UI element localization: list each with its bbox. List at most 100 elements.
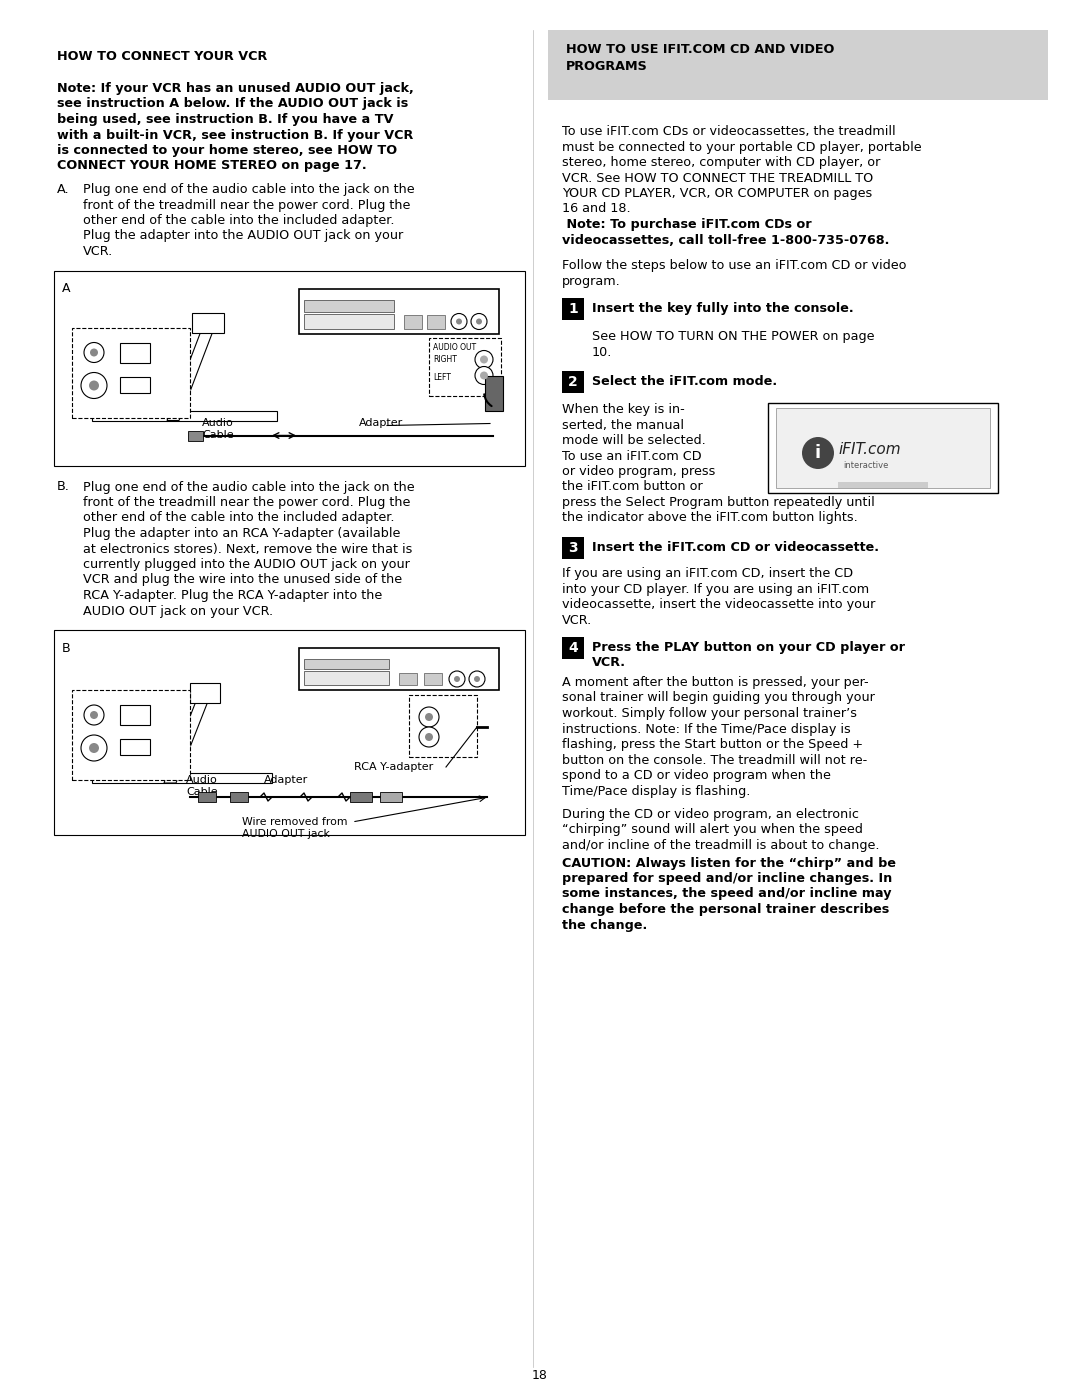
Text: flashing, press the Start button or the Speed +: flashing, press the Start button or the …	[562, 738, 863, 752]
Bar	[120, 705, 150, 725]
Text: 2: 2	[568, 374, 578, 388]
Text: the change.: the change.	[562, 918, 647, 932]
Text: other end of the cable into the included adapter.: other end of the cable into the included…	[83, 511, 394, 524]
Circle shape	[469, 671, 485, 687]
Text: sonal trainer will begin guiding you through your: sonal trainer will begin guiding you thr…	[562, 692, 875, 704]
Text: VCR.: VCR.	[83, 244, 113, 258]
Bar	[303, 671, 389, 685]
Text: Insert the key fully into the console.: Insert the key fully into the console.	[592, 302, 853, 314]
Bar	[777, 408, 990, 488]
Text: with a built-in VCR, see instruction B. If your VCR: with a built-in VCR, see instruction B. …	[57, 129, 414, 141]
Text: i: i	[815, 444, 821, 462]
Text: button on the console. The treadmill will not re-: button on the console. The treadmill wil…	[562, 753, 867, 767]
Polygon shape	[164, 692, 212, 782]
Text: A: A	[62, 282, 70, 296]
Text: videocassettes, call toll-free 1-800-735-0768.: videocassettes, call toll-free 1-800-735…	[562, 233, 889, 246]
Text: YOUR CD PLAYER, VCR, OR COMPUTER on pages: YOUR CD PLAYER, VCR, OR COMPUTER on page…	[562, 187, 873, 200]
Text: If you are using an iFIT.com CD, insert the CD: If you are using an iFIT.com CD, insert …	[562, 567, 853, 580]
Bar	[120, 739, 150, 754]
Text: Plug one end of the audio cable into the jack on the: Plug one end of the audio cable into the…	[83, 183, 415, 196]
Bar	[424, 673, 442, 685]
Text: front of the treadmill near the power cord. Plug the: front of the treadmill near the power co…	[83, 198, 410, 211]
Bar	[192, 313, 224, 332]
Text: or video program, press: or video program, press	[562, 465, 715, 478]
Text: 3: 3	[568, 541, 578, 555]
Bar	[92, 411, 276, 420]
Text: Follow the steps below to use an iFIT.com CD or video: Follow the steps below to use an iFIT.co…	[562, 258, 906, 272]
Text: Select the iFIT.com mode.: Select the iFIT.com mode.	[592, 374, 778, 388]
Bar	[198, 792, 216, 802]
Circle shape	[81, 373, 107, 398]
Bar	[548, 29, 1048, 101]
Circle shape	[90, 711, 98, 719]
Bar	[427, 314, 445, 328]
Text: RCA Y-adapter. Plug the RCA Y-adapter into the: RCA Y-adapter. Plug the RCA Y-adapter in…	[83, 590, 382, 602]
Text: Audio
Cable: Audio Cable	[186, 775, 218, 798]
Text: 4: 4	[568, 641, 578, 655]
Circle shape	[89, 743, 99, 753]
Text: press the Select Program button repeatedly until: press the Select Program button repeated…	[562, 496, 875, 509]
Bar	[120, 377, 150, 393]
Bar	[409, 694, 477, 757]
Bar	[72, 690, 190, 780]
Circle shape	[471, 313, 487, 330]
Text: LEFT: LEFT	[433, 373, 450, 381]
Text: the indicator above the iFIT.com button lights.: the indicator above the iFIT.com button …	[562, 511, 858, 524]
Text: VCR. See HOW TO CONNECT THE TREADMILL TO: VCR. See HOW TO CONNECT THE TREADMILL TO	[562, 172, 874, 184]
Text: VCR.: VCR.	[592, 657, 626, 669]
Bar	[562, 536, 584, 559]
Circle shape	[449, 671, 465, 687]
Text: 10.: 10.	[592, 345, 612, 359]
Text: interactive: interactive	[843, 461, 889, 469]
Circle shape	[426, 712, 433, 721]
Circle shape	[84, 342, 104, 362]
Text: front of the treadmill near the power cord. Plug the: front of the treadmill near the power co…	[83, 496, 410, 509]
Text: B: B	[62, 643, 70, 655]
Bar	[399, 673, 417, 685]
Text: Plug the adapter into the AUDIO OUT jack on your: Plug the adapter into the AUDIO OUT jack…	[83, 229, 403, 243]
Bar	[230, 792, 248, 802]
Text: Time/Pace display is flashing.: Time/Pace display is flashing.	[562, 785, 751, 798]
Text: at electronics stores). Next, remove the wire that is: at electronics stores). Next, remove the…	[83, 542, 413, 556]
Bar	[768, 402, 998, 493]
Circle shape	[475, 366, 492, 384]
Text: A.: A.	[57, 183, 69, 196]
Bar	[562, 298, 584, 320]
Text: spond to a CD or video program when the: spond to a CD or video program when the	[562, 768, 831, 782]
Circle shape	[474, 676, 480, 682]
Circle shape	[90, 348, 98, 356]
Circle shape	[480, 372, 488, 380]
Text: must be connected to your portable CD player, portable: must be connected to your portable CD pl…	[562, 141, 921, 154]
Circle shape	[81, 735, 107, 761]
Bar	[350, 792, 372, 802]
Text: Adapter: Adapter	[359, 418, 403, 427]
Circle shape	[419, 726, 438, 747]
Bar	[299, 289, 499, 334]
Text: To use an iFIT.com CD: To use an iFIT.com CD	[562, 450, 702, 462]
Text: mode will be selected.: mode will be selected.	[562, 434, 705, 447]
Text: B.: B.	[57, 481, 70, 493]
Bar	[190, 683, 220, 703]
Text: Plug one end of the audio cable into the jack on the: Plug one end of the audio cable into the…	[83, 481, 415, 493]
Text: Audio
Cable: Audio Cable	[202, 418, 233, 440]
Text: VCR.: VCR.	[562, 613, 592, 626]
Text: See HOW TO TURN ON THE POWER on page: See HOW TO TURN ON THE POWER on page	[592, 330, 875, 344]
Text: RIGHT: RIGHT	[433, 355, 457, 365]
Text: being used, see instruction B. If you have a TV: being used, see instruction B. If you ha…	[57, 113, 393, 126]
Text: PROGRAMS: PROGRAMS	[566, 60, 648, 73]
Text: workout. Simply follow your personal trainer’s: workout. Simply follow your personal tra…	[562, 707, 858, 719]
Bar	[92, 773, 272, 782]
Circle shape	[89, 380, 99, 391]
Polygon shape	[167, 320, 217, 420]
Bar	[54, 271, 525, 465]
Text: HOW TO USE IFIT.COM CD AND VIDEO: HOW TO USE IFIT.COM CD AND VIDEO	[566, 43, 835, 56]
Circle shape	[480, 355, 488, 363]
Circle shape	[475, 351, 492, 369]
Text: Adapter: Adapter	[264, 775, 308, 785]
Text: into your CD player. If you are using an iFIT.com: into your CD player. If you are using an…	[562, 583, 869, 595]
Text: 1: 1	[568, 302, 578, 316]
Text: videocassette, insert the videocassette into your: videocassette, insert the videocassette …	[562, 598, 876, 610]
Bar	[562, 637, 584, 659]
Circle shape	[802, 437, 834, 469]
Text: HOW TO CONNECT YOUR VCR: HOW TO CONNECT YOUR VCR	[57, 50, 267, 63]
